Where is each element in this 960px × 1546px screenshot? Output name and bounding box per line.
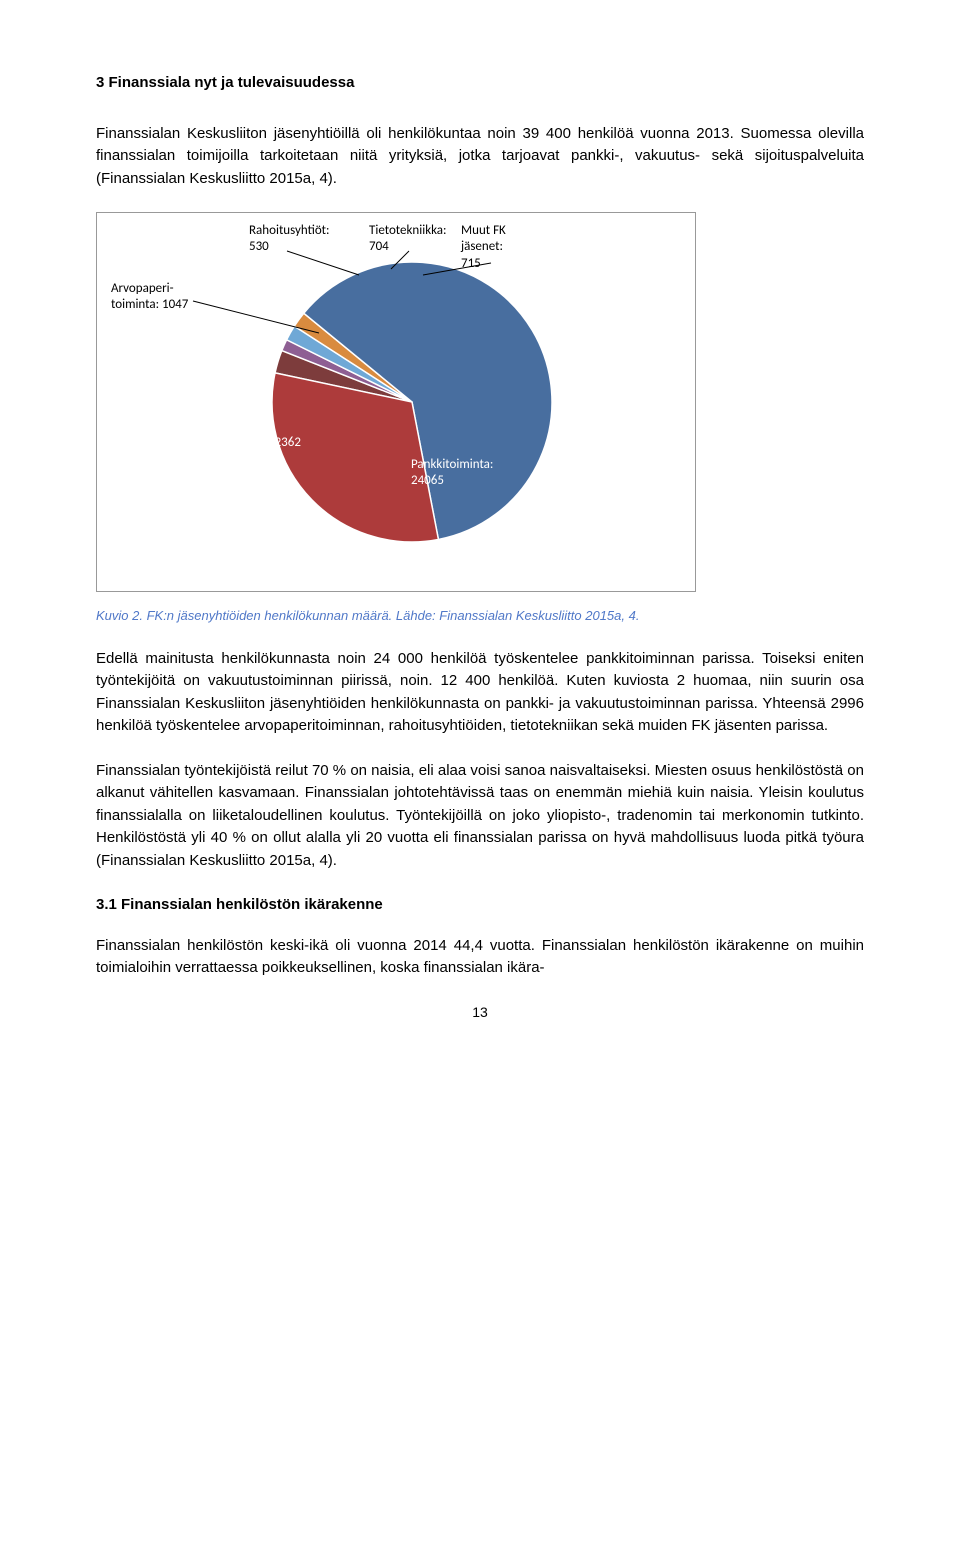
pie-chart-svg [267,257,557,547]
pie-label-text: Rahoitusyhtiöt:530 [249,223,330,254]
pie-label-text: Pankkitoiminta:24065 [411,457,493,488]
pie-label-arvopaperi: Arvopaperi-toiminta: 1047 [111,281,188,314]
pie-label-text: Arvopaperi-toiminta: 1047 [111,281,188,312]
page-number: 13 [96,1002,864,1023]
section-heading: 3 Finanssiala nyt ja tulevaisuudessa [96,72,864,95]
pie-label-pankki: Pankkitoiminta:24065 [411,457,493,490]
pie-label-vakuutus: Vakuutus-toiminta: 12362 [217,419,301,452]
pie-svg-holder [267,257,557,555]
pie-chart: Arvopaperi-toiminta: 1047 Rahoitusyhtiöt… [96,212,696,592]
figure-caption: Kuvio 2. FK:n jäsenyhtiöiden henkilökunn… [96,606,864,626]
subsection-heading: 3.1 Finanssialan henkilöstön ikärakenne [96,894,864,917]
intro-paragraph: Finanssialan Keskusliiton jäsenyhtiöillä… [96,123,864,191]
paragraph-workforce: Finanssialan työntekijöistä reilut 70 % … [96,760,864,873]
pie-label-text: Muut FKjäsenet:715 [461,223,506,271]
paragraph-age: Finanssialan henkilöstön keski-ikä oli v… [96,935,864,980]
pie-label-tieto: Tietotekniikka:704 [369,223,447,256]
pie-label-text: Tietotekniikka:704 [369,223,447,254]
pie-label-muut: Muut FKjäsenet:715 [461,223,506,272]
pie-label-rahoitus: Rahoitusyhtiöt:530 [249,223,330,256]
pie-label-text: Vakuutus-toiminta: 12362 [217,419,301,450]
paragraph-after-chart: Edellä mainitusta henkilökunnasta noin 2… [96,648,864,738]
